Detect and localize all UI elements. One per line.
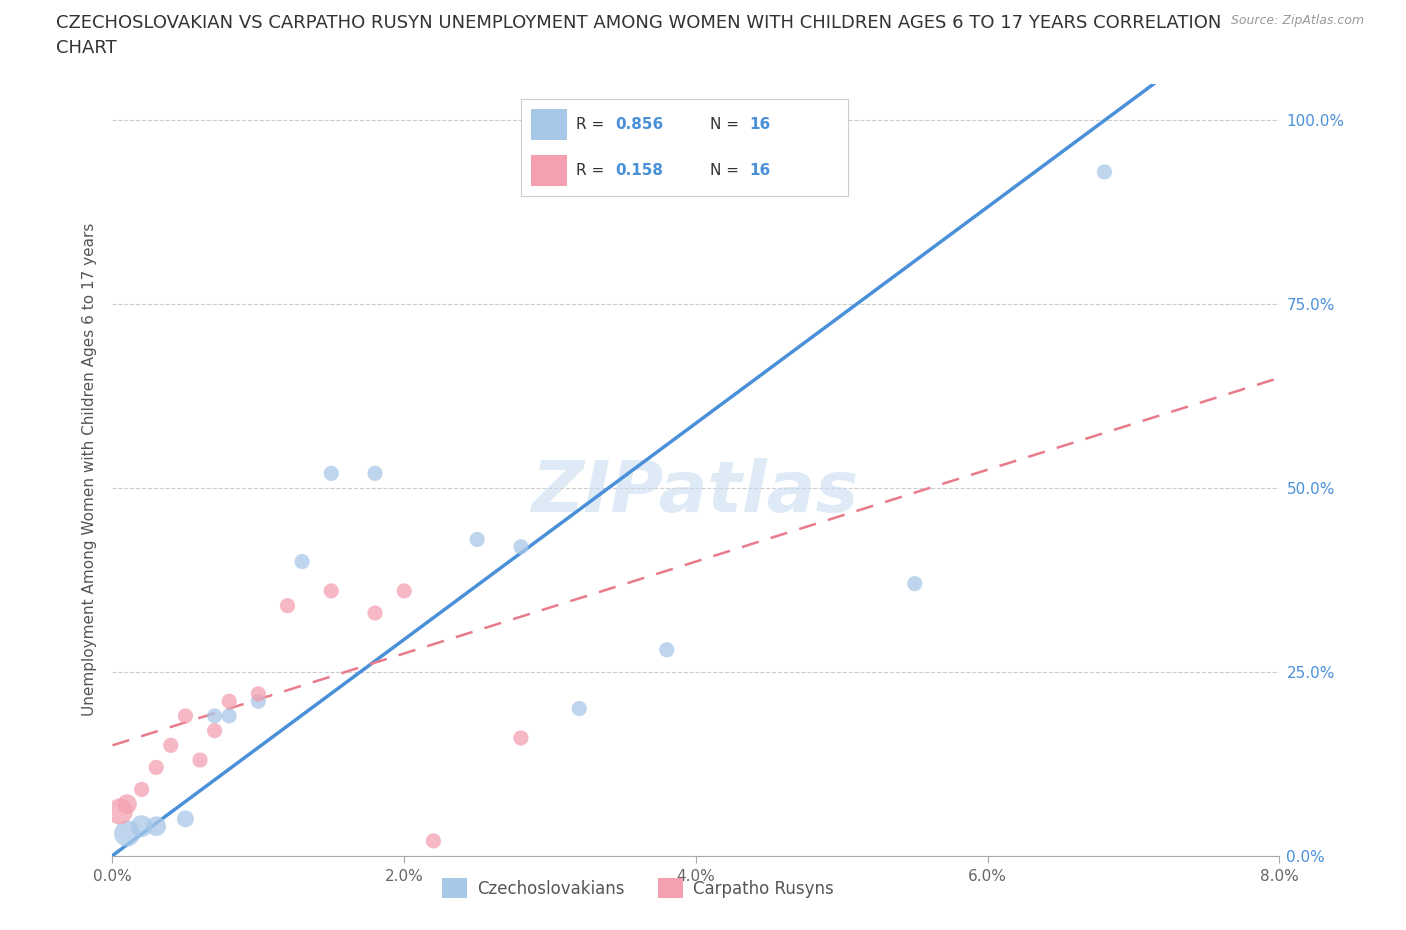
Point (131, 782, 153, 797)
Point (904, 577, 927, 591)
Text: ZIPatlas: ZIPatlas (533, 458, 859, 527)
Point (218, 709, 240, 724)
Point (568, 701, 591, 716)
Point (321, 583, 343, 598)
Point (115, 797, 138, 812)
Text: CHART: CHART (56, 39, 117, 57)
Point (145, 818, 167, 833)
Legend: Czechoslovakians, Carpatho Rusyns: Czechoslovakians, Carpatho Rusyns (436, 871, 839, 905)
Point (1094, 165, 1116, 179)
Point (174, 709, 197, 724)
Point (321, 466, 343, 481)
Point (509, 539, 531, 554)
Point (160, 737, 183, 752)
Point (276, 598, 298, 613)
Point (115, 826, 138, 841)
Point (394, 583, 416, 598)
Point (364, 466, 387, 481)
Point (655, 643, 678, 658)
Point (204, 724, 226, 738)
Point (465, 532, 488, 547)
Point (188, 752, 211, 767)
Point (218, 694, 240, 709)
Point (247, 694, 270, 709)
Point (108, 804, 131, 819)
Point (145, 760, 167, 775)
Point (131, 818, 153, 833)
Point (291, 554, 314, 569)
Y-axis label: Unemployment Among Women with Children Ages 6 to 17 years: Unemployment Among Women with Children A… (82, 223, 97, 716)
Text: Source: ZipAtlas.com: Source: ZipAtlas.com (1230, 14, 1364, 27)
Point (509, 731, 531, 746)
Text: CZECHOSLOVAKIAN VS CARPATHO RUSYN UNEMPLOYMENT AMONG WOMEN WITH CHILDREN AGES 6 : CZECHOSLOVAKIAN VS CARPATHO RUSYN UNEMPL… (56, 14, 1222, 32)
Point (364, 605, 387, 620)
Point (247, 686, 270, 701)
Point (422, 833, 444, 848)
Point (204, 709, 226, 724)
Point (174, 811, 197, 826)
